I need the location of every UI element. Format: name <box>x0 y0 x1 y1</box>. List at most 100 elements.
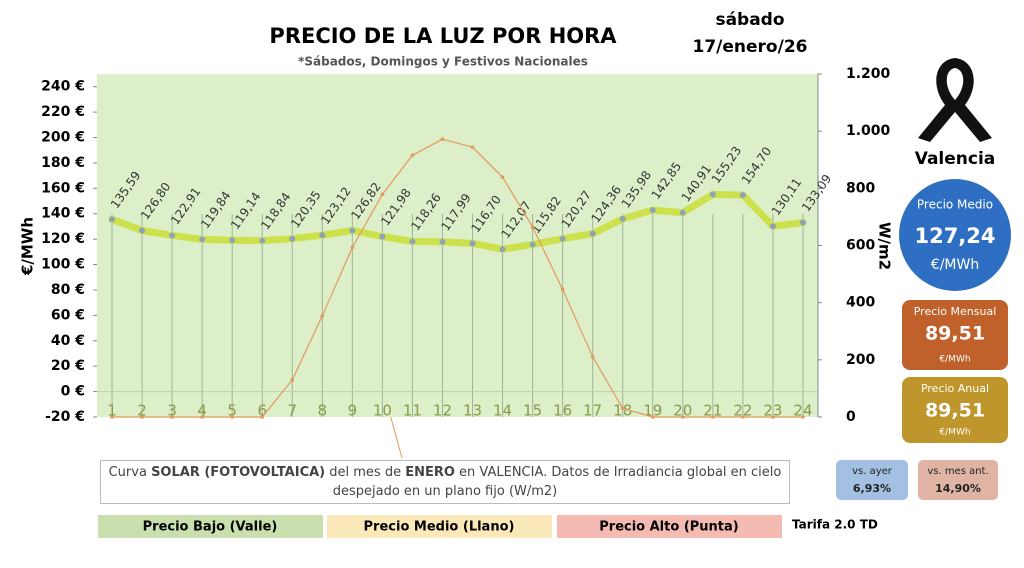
solar-point <box>410 153 415 157</box>
monthly-value: 89,51 <box>925 323 985 345</box>
solar-point <box>170 415 174 419</box>
x-tick-label: 9 <box>348 402 358 420</box>
price-point <box>439 238 446 245</box>
y-axis-label: €/MWh <box>19 217 37 276</box>
legend-label: Precio Alto (Punta) <box>599 520 738 535</box>
monthly-panel <box>902 300 1008 370</box>
legend-label: Precio Bajo (Valle) <box>143 520 278 535</box>
solar-point <box>470 145 475 149</box>
x-tick-label: 4 <box>197 402 207 420</box>
y-tick-label: 180 € <box>41 155 85 171</box>
y2-axis-label: W/m2 <box>876 222 894 270</box>
x-tick-label: 24 <box>793 402 812 420</box>
solar-point <box>110 415 114 419</box>
solar-point <box>681 415 685 419</box>
price-point <box>349 227 356 234</box>
solar-point <box>200 415 204 419</box>
x-tick-label: 5 <box>227 402 237 420</box>
x-tick-label: 13 <box>463 402 482 420</box>
yearly-unit: €/MWh <box>939 428 970 438</box>
annotation-part: Curva <box>108 465 152 480</box>
x-tick-label: 2 <box>137 402 147 420</box>
solar-point <box>500 175 505 179</box>
price-point <box>409 238 416 245</box>
y2-tick-label: 1.000 <box>846 123 891 139</box>
solar-point <box>530 225 535 229</box>
y2-tick-label: 200 <box>846 352 875 368</box>
solar-point <box>560 287 565 292</box>
x-tick-label: 23 <box>763 402 782 420</box>
annotation-part: SOLAR (FOTOVOLTAICA) <box>151 465 326 480</box>
price-point <box>679 209 686 216</box>
x-tick-label: 14 <box>493 402 512 420</box>
solar-point <box>260 415 265 419</box>
y-tick-label: 40 € <box>51 333 85 349</box>
x-tick-label: 7 <box>287 402 297 420</box>
solar-point <box>741 415 745 419</box>
y-tick-label: 240 € <box>41 79 85 95</box>
yearly-title: Precio Anual <box>921 382 989 395</box>
solar-point <box>290 378 295 382</box>
vs_last_month-value: 14,90% <box>935 482 981 495</box>
date: 17/enero/26 <box>693 37 808 57</box>
monthly-unit: €/MWh <box>939 355 970 365</box>
price-point <box>649 207 656 214</box>
price-point <box>469 240 476 247</box>
mourning-ribbon <box>918 58 992 142</box>
average-title: Precio Medio <box>917 198 993 212</box>
legend-swatch <box>98 515 323 538</box>
legend-label: Precio Medio (Llano) <box>364 520 515 535</box>
y2-tick-label: 400 <box>846 295 875 311</box>
y-tick-label: 100 € <box>41 257 85 273</box>
y2-tick-label: 0 <box>846 409 856 425</box>
x-tick-label: 12 <box>433 402 452 420</box>
solar-point <box>650 415 655 419</box>
price-point <box>529 241 536 248</box>
y-tick-label: 220 € <box>41 104 85 120</box>
y2-tick-label: 600 <box>846 238 875 254</box>
price-point <box>619 215 626 222</box>
x-tick-label: 20 <box>673 402 692 420</box>
vs_last_month-title: vs. mes ant. <box>927 466 988 477</box>
x-tick-label: 19 <box>643 402 662 420</box>
solar-point <box>140 415 144 419</box>
legend-swatch <box>327 515 552 538</box>
chart-title: PRECIO DE LA LUZ POR HORA <box>269 24 617 48</box>
solar-point <box>440 137 445 141</box>
price-point <box>109 216 116 223</box>
vs_yesterday-value: 6,93% <box>853 482 891 495</box>
y-tick-label: 120 € <box>41 231 85 247</box>
x-tick-label: 15 <box>523 402 542 420</box>
annotation-part: del mes de <box>325 465 406 480</box>
y-tick-label: 200 € <box>41 130 85 146</box>
price-point <box>499 246 506 253</box>
solar-point <box>590 354 595 359</box>
price-line <box>108 190 807 253</box>
solar-line <box>111 138 804 418</box>
price-point <box>379 233 386 240</box>
x-tick-label: 22 <box>733 402 752 420</box>
average-unit: €/MWh <box>931 257 979 273</box>
monthly-title: Precio Mensual <box>914 305 997 318</box>
solar-point <box>320 314 325 318</box>
y-tick-label: 20 € <box>51 358 85 374</box>
annotation: Curva SOLAR (FOTOVOLTAICA) del mes de EN… <box>100 460 790 504</box>
price-point <box>169 232 176 239</box>
solar-point <box>350 245 355 250</box>
x-tick-label: 6 <box>257 402 267 420</box>
annotation-part: ENERO <box>405 465 455 480</box>
vs_yesterday-panel <box>836 460 908 500</box>
date-weekday: sábado <box>715 10 784 30</box>
annotation-part: en VALENCIA. Datos de Irradiancia global… <box>332 465 782 499</box>
x-tick-label: 1 <box>107 402 117 420</box>
price-point <box>199 236 206 243</box>
y-tick-label: 140 € <box>41 206 85 222</box>
y2-tick-label: 1.200 <box>846 66 891 82</box>
price-point <box>319 232 326 239</box>
yearly-panel <box>902 377 1008 443</box>
x-tick-label: 8 <box>318 402 328 420</box>
x-tick-label: 17 <box>583 402 602 420</box>
price-point <box>259 237 266 244</box>
chart-subtitle: *Sábados, Domingos y Festivos Nacionales <box>298 55 588 69</box>
